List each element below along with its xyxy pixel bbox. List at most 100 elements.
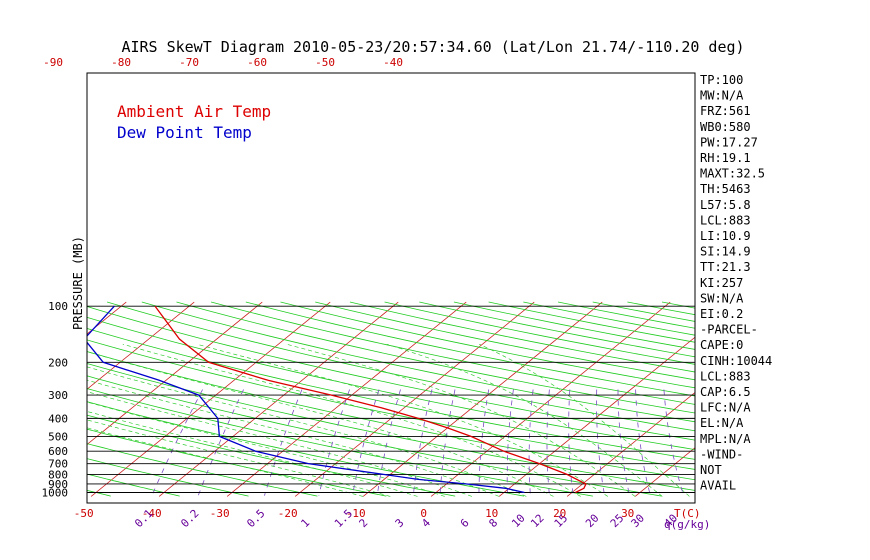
index-label: CAPE:0 [700,338,743,352]
dry-adiabat-line [210,301,695,405]
index-label: RH:19.1 [700,151,751,165]
x-axis-label-mix: q(g/kg) [664,518,710,531]
index-label: TH:5463 [700,182,751,196]
dry-adiabat-line [87,351,695,481]
dry-adiabat-line [87,428,387,497]
dry-adiabat-line [87,473,180,497]
index-label: NOT [700,463,722,477]
index-label: TP:100 [700,73,743,87]
mixing-ratio-label: 0.2 [178,507,201,530]
index-label: LCL:883 [700,213,751,227]
dry-adiabat-line [141,301,695,423]
index-label: TT:21.3 [700,260,751,274]
mixing-ratio-line [439,389,456,496]
index-label: EI:0.2 [700,307,743,321]
mixing-ratio-line [528,389,534,496]
index-label: AVAIL [700,479,736,493]
bottom-temp-tick-label: -30 [210,507,230,520]
dry-adiabat-line [87,306,695,441]
index-label: PW:17.27 [700,135,758,149]
dry-adiabat-line [801,302,870,496]
legend-temp: Ambient Air Temp [117,102,271,121]
dry-adiabat-line [87,458,249,497]
dry-adiabat-line [106,301,695,432]
index-label: FRZ:561 [700,104,751,118]
index-label: WB0:580 [700,120,751,134]
mixing-ratio-line [596,389,606,496]
index-label: MW:N/A [700,89,744,103]
dry-adiabat-line [523,301,695,336]
mixing-ratio-line [506,389,514,496]
mixing-ratio-label: 10 [509,512,528,531]
dry-adiabat-line [87,401,525,497]
index-label: MAXT:32.5 [700,167,765,181]
mixing-ratio-line [568,389,574,496]
pressure-tick-label: 800 [48,468,68,481]
dry-adiabat-line [0,302,42,496]
index-label: SW:N/A [700,291,744,305]
mixing-ratio-label: 12 [528,512,547,531]
index-label: CINH:10044 [700,354,772,368]
moist-adiabat-line [479,343,690,497]
grid-lines [0,301,870,497]
top-temp-tick-label: -40 [383,56,403,69]
mixing-ratio-line [352,389,380,496]
index-label: -WIND- [700,447,743,461]
plot-frame [86,72,696,504]
mixing-ratio-line [318,389,350,496]
index-label: CAP:6.5 [700,385,751,399]
isotherm-line [87,301,195,390]
mixing-ratio-label: 0.5 [244,507,267,530]
pressure-tick-label: 600 [48,445,68,458]
bottom-temp-tick-label: 30 [621,507,634,520]
mixing-ratio-line [376,389,401,496]
mixing-ratio-label: 6 [458,516,472,530]
pressure-tick-label: 900 [48,478,68,491]
pressure-tick-label: 500 [48,430,68,443]
index-label: LFC:N/A [700,401,751,415]
bottom-temp-tick-label: 10 [485,507,498,520]
mixing-ratio-line [663,389,684,496]
index-label: -PARCEL- [700,323,758,337]
index-label: LI:10.9 [700,229,751,243]
top-temp-tick-label: -60 [247,56,267,69]
pressure-tick-label: 700 [48,458,68,471]
mixing-ratio-label: 3 [393,516,407,530]
dry-adiabat-line [766,302,870,496]
bottom-temp-tick-label: 20 [553,507,566,520]
mixing-ratio-line [546,389,550,496]
moist-adiabat-line [386,343,663,497]
moist-adiabat-line [87,379,500,497]
pressure-tick-label: 400 [48,412,68,425]
dry-adiabat-line [384,301,695,365]
bottom-temp-tick-labels: -50 -40 -30 -20 -10 0 10 20 30 [74,507,635,520]
profiles [87,305,587,494]
dry-adiabat-line [349,301,695,373]
mixing-ratio-line [197,389,244,496]
mixing-ratio-line [617,389,630,496]
legend-dew: Dew Point Temp [117,123,252,142]
index-label: MPL:N/A [700,432,751,446]
mixing-ratio-line [264,389,303,496]
temperature-profile-line [154,305,587,494]
isotherm-line [87,301,263,446]
dry-adiabat-line [419,301,695,358]
moist-adiabat-line [122,343,581,497]
index-label: KI:257 [700,276,743,290]
top-temp-tick-label: -90 [43,56,63,69]
mixing-ratio-line [478,389,490,496]
dry-adiabat-line [87,339,695,470]
pressure-tick-label: 1000 [42,487,69,500]
top-temp-tick-label: -50 [315,56,335,69]
top-temp-tick-label: -80 [111,56,131,69]
dry-adiabat-line [87,414,456,497]
chart-title: AIRS SkewT Diagram 2010-05-23/20:57:34.6… [121,38,744,56]
index-label: LCL:883 [700,369,751,383]
mixing-ratio-label: 1 [298,516,312,530]
index-label: EL:N/A [700,416,744,430]
top-temp-tick-label: -70 [179,56,199,69]
x-axis-label-temp: T(C) [674,507,701,520]
